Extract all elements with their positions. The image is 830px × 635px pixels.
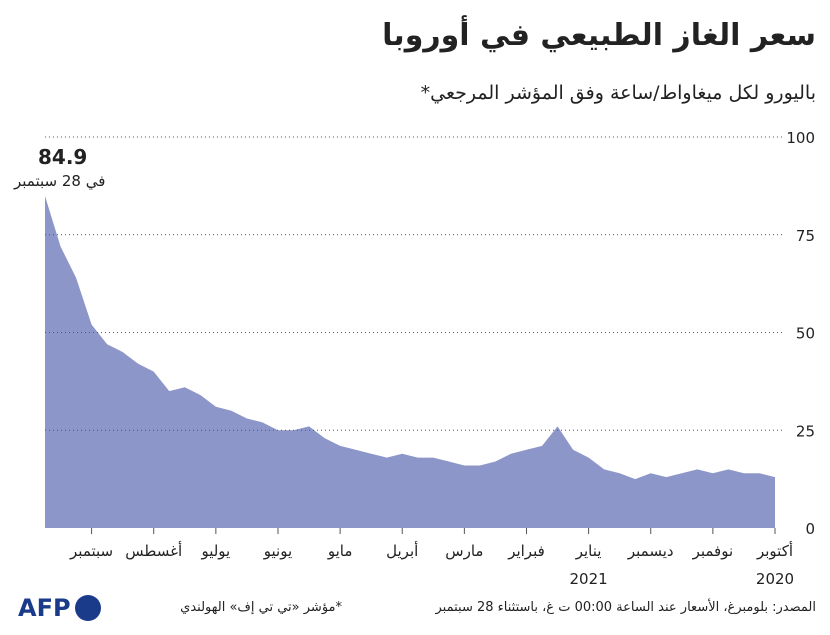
chart-title: سعر الغاز الطبيعي في أوروبا <box>382 18 816 53</box>
source: المصدر: بلومبرغ، الأسعار عند الساعة 00:0… <box>435 600 817 615</box>
logo-dot <box>74 595 101 621</box>
peak-annotation: في 28 سبتمبر <box>14 172 106 190</box>
note: *مؤشر «تي تي إف» الهولندي <box>180 600 342 615</box>
x-tick-label: أكتوبر <box>756 541 793 560</box>
y-tick-label: 25 <box>796 422 815 440</box>
x-tick-label: يونيو <box>263 542 292 560</box>
peak-value-label: 84.9 <box>38 145 88 169</box>
x-tick-label: أبريل <box>386 541 418 560</box>
area <box>45 196 775 528</box>
year-label: 2020 <box>756 570 794 588</box>
x-tick-label: ديسمبر <box>627 542 674 560</box>
x-tick-label: يوليو <box>200 542 230 560</box>
y-tick-label: 0 <box>805 520 815 538</box>
x-tick-label: سبتمبر <box>69 542 113 560</box>
x-tick-label: مارس <box>445 542 483 560</box>
y-tick-label: 50 <box>796 325 815 343</box>
x-tick-label: مايو <box>327 542 353 560</box>
logo: AFP <box>18 594 101 622</box>
y-tick-label: 75 <box>796 227 815 245</box>
x-tick-label: أغسطس <box>125 541 182 560</box>
x-tick-label: نوفمبر <box>692 542 734 560</box>
x-tick-label: فبراير <box>507 542 545 560</box>
logo-text: AFP <box>18 594 71 622</box>
chart-subtitle: باليورو لكل ميغاواط/ساعة وفق المؤشر المر… <box>420 82 816 104</box>
year-label: 2021 <box>570 570 608 588</box>
y-tick-label: 100 <box>786 129 815 147</box>
x-tick-label: يناير <box>575 542 602 560</box>
